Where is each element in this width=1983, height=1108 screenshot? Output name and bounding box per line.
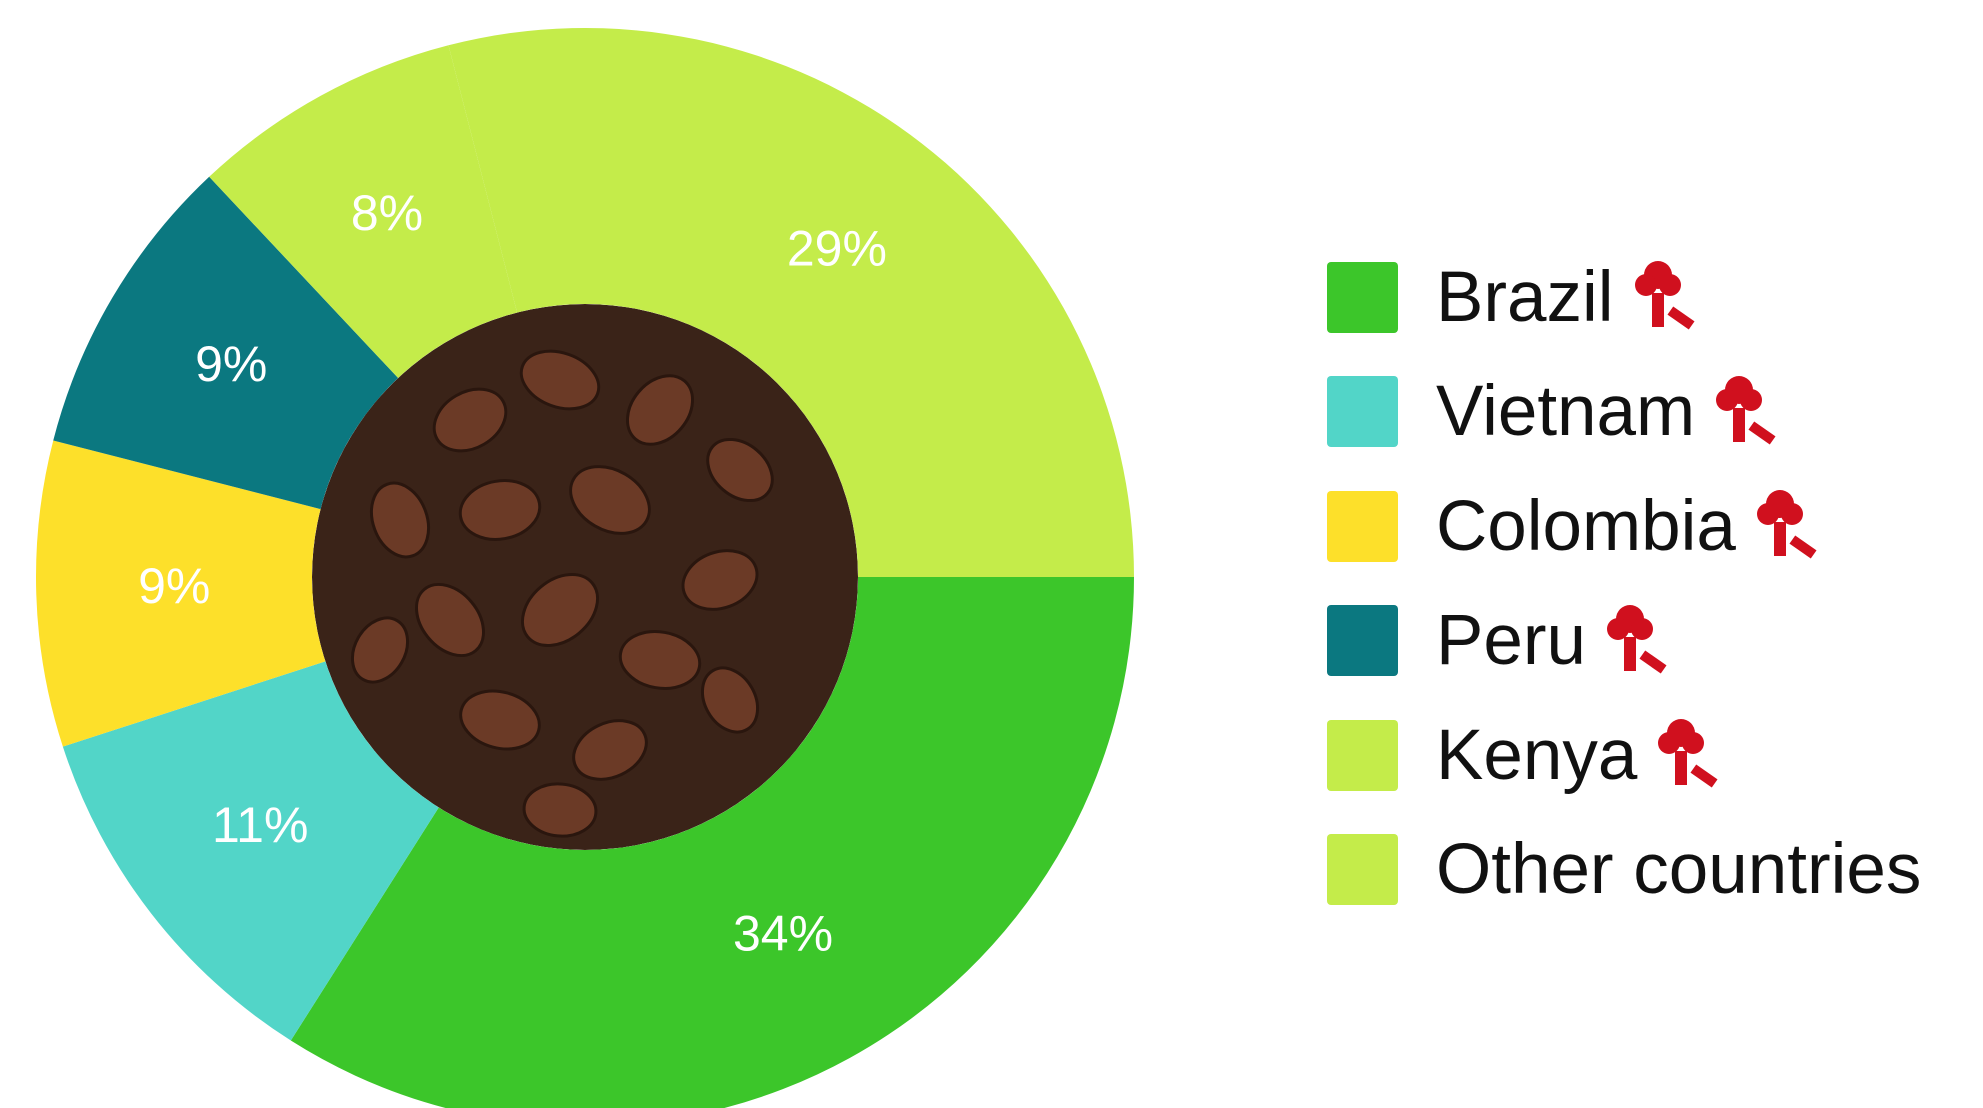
icon bbox=[1634, 261, 1695, 330]
slice-label: 34% bbox=[733, 905, 833, 961]
slice bbox=[36, 440, 326, 747]
slice bbox=[448, 28, 1134, 578]
legend-item: Brazil bbox=[1327, 240, 1921, 355]
legend-item: Peru bbox=[1327, 584, 1921, 699]
legend: Brazil Vietnam Colombia Peru Kenya Other… bbox=[1327, 240, 1921, 927]
legend-label: Vietnam bbox=[1436, 372, 1696, 452]
legend-label: Other countries bbox=[1436, 830, 1922, 910]
legend-item: Vietnam bbox=[1327, 355, 1921, 470]
chart: 34% 11% 9% 9% 8% 29% bbox=[36, 28, 1134, 1108]
legend-swatch bbox=[1327, 490, 1398, 562]
icon bbox=[1606, 604, 1667, 674]
slice bbox=[290, 577, 1134, 1108]
legend-swatch bbox=[1327, 605, 1398, 677]
legend-label: Peru bbox=[1436, 601, 1586, 681]
legend-swatch bbox=[1327, 719, 1398, 791]
icon bbox=[1756, 490, 1817, 559]
slice-label: 11% bbox=[212, 797, 308, 853]
slice bbox=[62, 661, 439, 1041]
legend-swatch bbox=[1327, 376, 1398, 448]
slice-label: 9% bbox=[138, 558, 210, 614]
legend-item: Colombia bbox=[1327, 469, 1921, 584]
legend-swatch bbox=[1327, 834, 1398, 906]
legend-label: Kenya bbox=[1436, 715, 1638, 795]
legend-label: Colombia bbox=[1436, 486, 1736, 566]
icon bbox=[1716, 375, 1776, 445]
slices bbox=[36, 28, 1134, 1108]
legend-swatch bbox=[1327, 261, 1398, 333]
slice-label: 9% bbox=[195, 336, 267, 392]
slice-label: 29% bbox=[787, 220, 887, 276]
legend-item: Kenya bbox=[1327, 698, 1921, 813]
slice bbox=[209, 45, 518, 378]
coffee-beans-image bbox=[312, 304, 858, 850]
icon bbox=[1658, 719, 1718, 788]
legend-item: Other countries bbox=[1327, 813, 1921, 928]
legend-label: Brazil bbox=[1436, 257, 1614, 337]
slice bbox=[53, 176, 399, 510]
slice-label: 8% bbox=[351, 185, 423, 241]
